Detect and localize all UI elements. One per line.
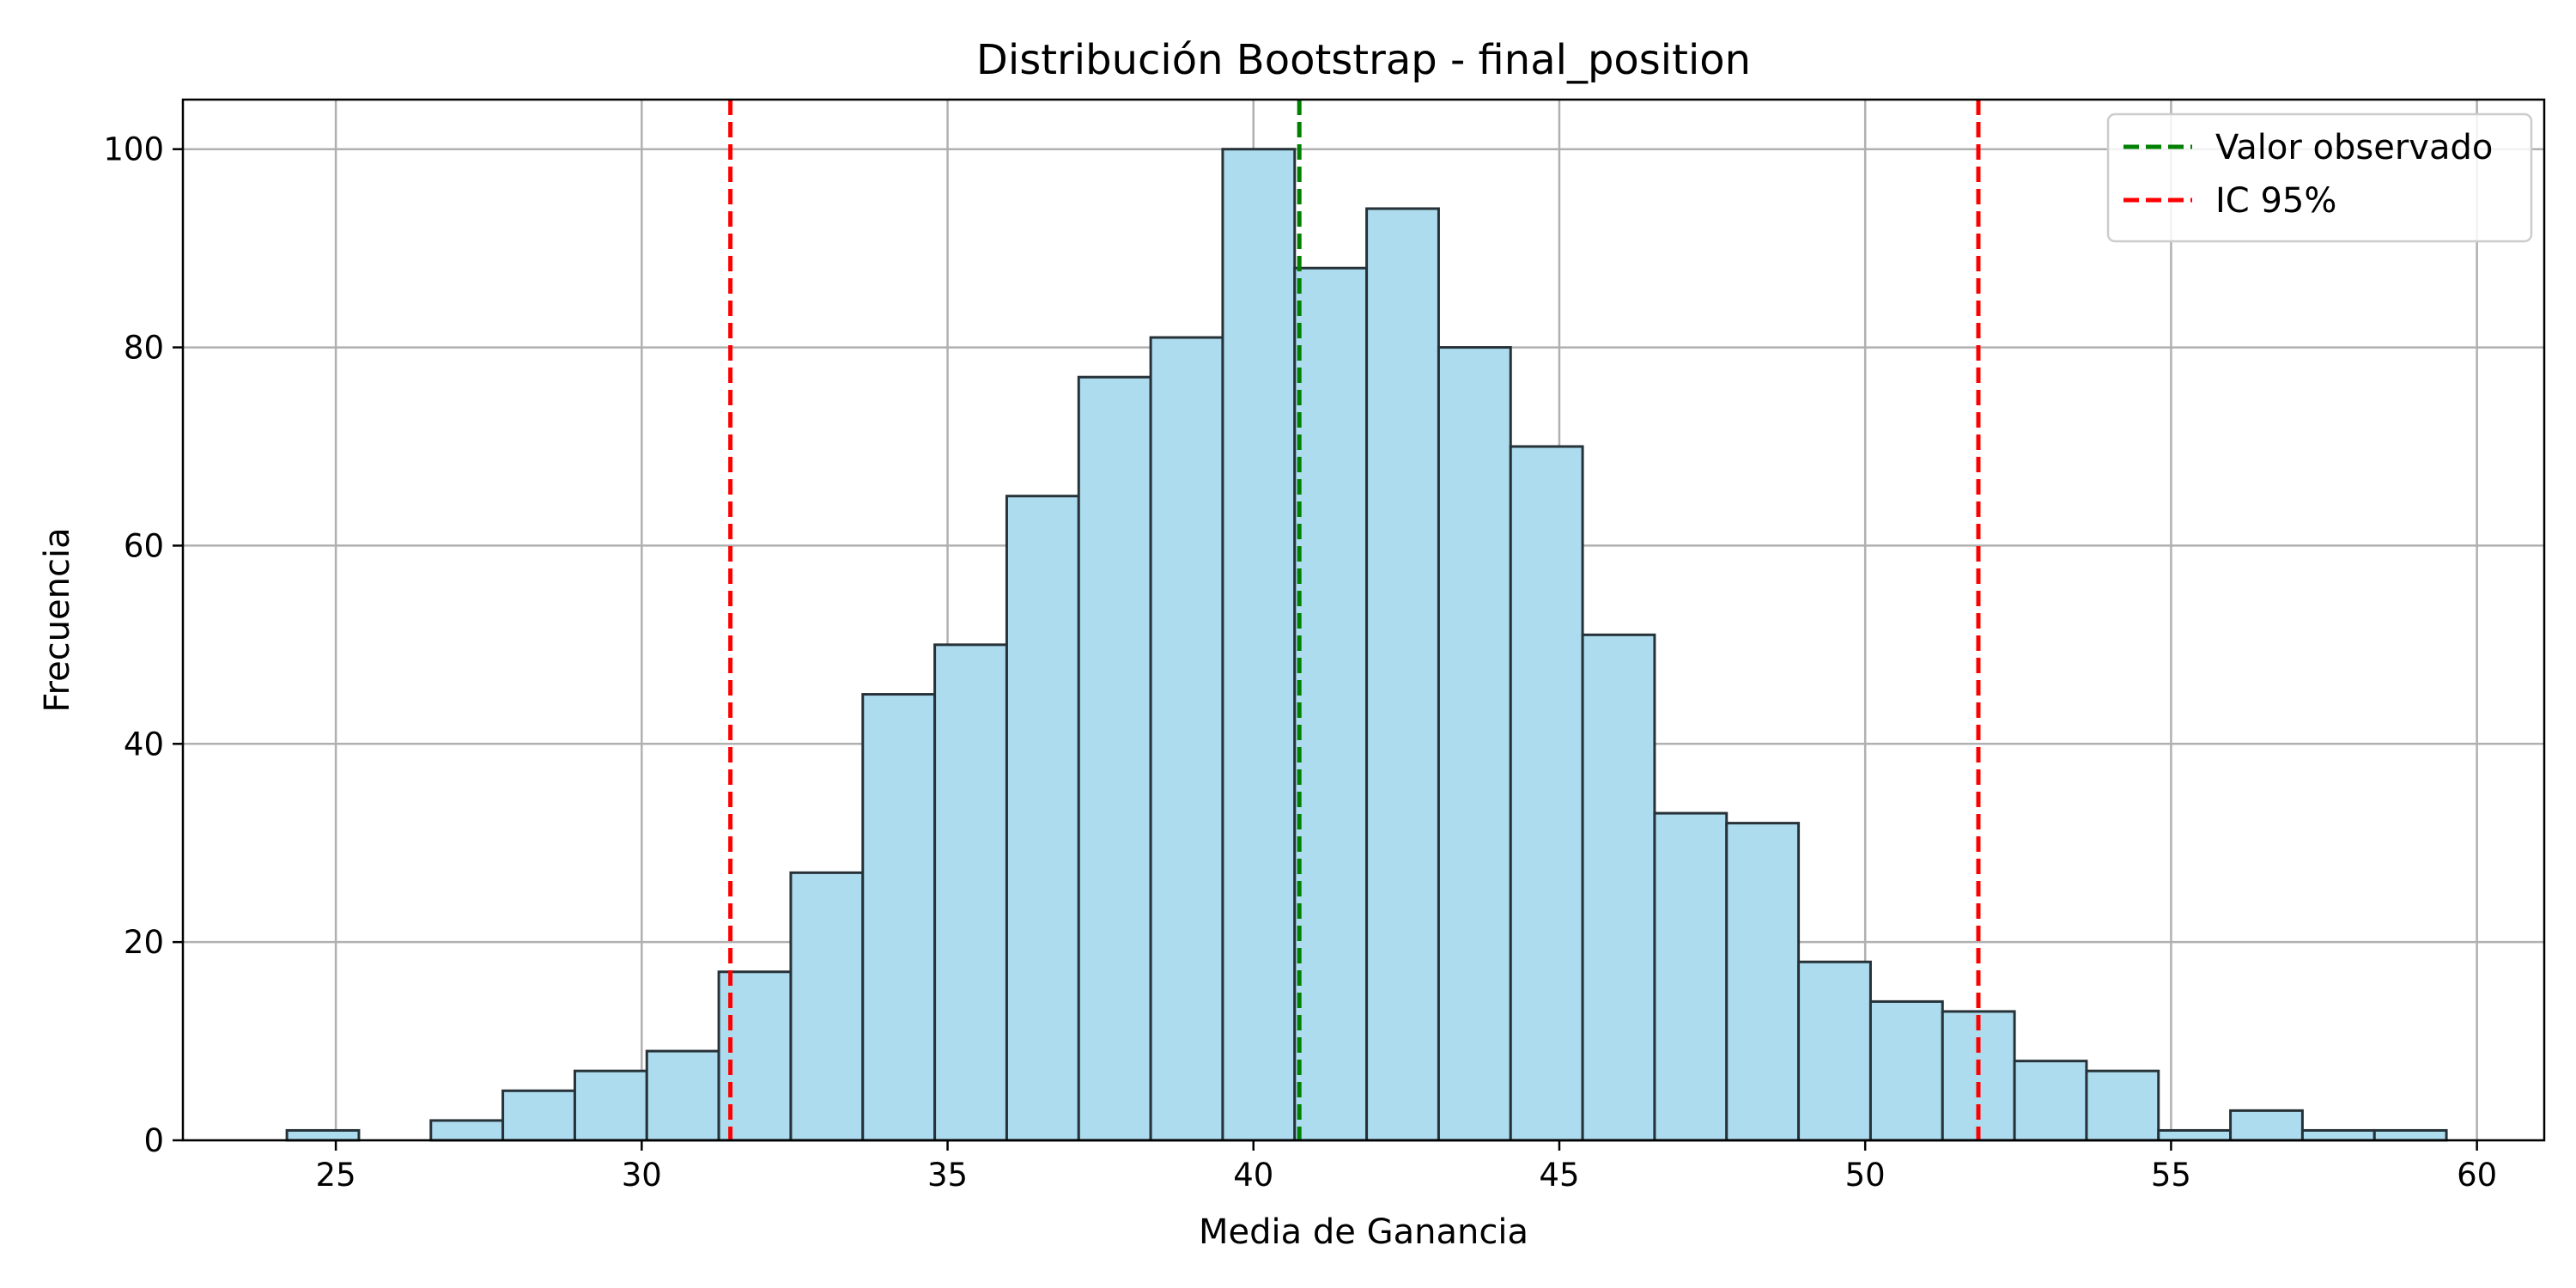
histogram-bar	[1941, 1010, 2016, 1142]
histogram-bar	[2013, 1060, 2088, 1142]
y-tick-label: 80	[124, 330, 164, 367]
histogram-bar	[1221, 148, 1297, 1142]
histogram-bar	[2300, 1128, 2376, 1142]
histogram-bar	[1365, 207, 1440, 1142]
legend-label: IC 95%	[2215, 181, 2336, 221]
histogram-bar	[285, 1128, 361, 1142]
legend-box	[2106, 112, 2533, 243]
x-tick-label: 50	[1845, 1157, 1886, 1194]
x-tick-label: 45	[1539, 1157, 1579, 1194]
y-tick-label: 60	[124, 527, 164, 564]
x-tick-label: 25	[316, 1157, 356, 1194]
histogram-bar	[2229, 1109, 2304, 1142]
histogram-bar	[645, 1049, 720, 1142]
histogram-bar	[1005, 495, 1080, 1142]
legend-label: Valor observado	[2215, 128, 2493, 167]
plot-area-frame	[181, 98, 2546, 1142]
histogram-bar	[1653, 811, 1728, 1142]
legend: Valor observado IC 95%	[2106, 112, 2533, 243]
histogram-bar	[429, 1119, 505, 1142]
histogram-bar	[2372, 1128, 2448, 1142]
chart-title: Distribución Bootstrap - final_position	[976, 36, 1751, 84]
histogram-bar	[1149, 336, 1224, 1142]
x-tick-label: 55	[2151, 1157, 2191, 1194]
histogram-bar	[789, 871, 865, 1142]
y-tick-label: 20	[124, 924, 164, 961]
histogram-bar	[501, 1089, 576, 1142]
reference-lines	[728, 100, 1981, 1140]
x-axis-label: Media de Ganancia	[1199, 1212, 1528, 1252]
x-tick-label: 40	[1233, 1157, 1273, 1194]
histogram-bar	[1509, 445, 1584, 1142]
histogram-bars	[285, 148, 2448, 1142]
histogram-bar	[861, 693, 937, 1142]
y-axis-label: Frecuencia	[38, 527, 77, 712]
y-tick-label: 0	[143, 1122, 164, 1159]
histogram-bar	[2085, 1069, 2160, 1142]
x-tick-label: 60	[2457, 1157, 2497, 1194]
y-tick-label: 100	[103, 131, 164, 168]
y-tick-label: 40	[124, 726, 164, 762]
histogram-bar	[1797, 960, 1872, 1142]
histogram-bar	[1868, 999, 1944, 1142]
histogram-bar	[1077, 375, 1152, 1142]
histogram-bar	[1437, 346, 1512, 1142]
histogram-bar	[1581, 633, 1656, 1142]
histogram-bar	[1293, 266, 1369, 1142]
x-tick-label: 30	[622, 1157, 662, 1194]
histogram-bar	[2157, 1128, 2233, 1142]
x-tick-label: 35	[927, 1157, 968, 1194]
histogram-bar	[933, 643, 1008, 1142]
histogram-bar	[1725, 822, 1801, 1142]
axis-ticks: 25 30 35 40 45 50 55 60 0 20 40 60 80 100	[103, 131, 2497, 1194]
histogram-bar	[573, 1069, 648, 1142]
